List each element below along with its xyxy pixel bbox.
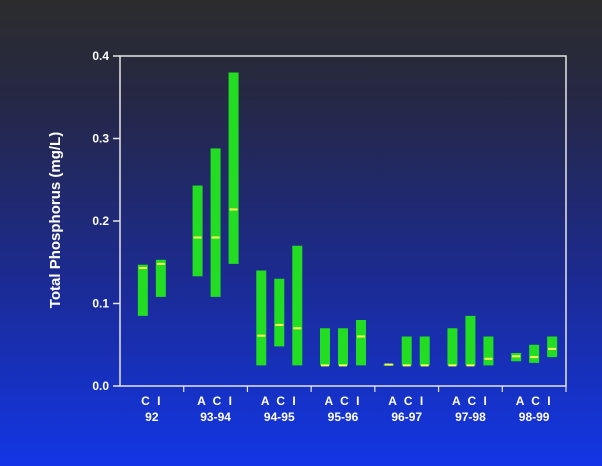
range-bar	[483, 336, 494, 366]
range-bar	[292, 245, 303, 366]
x-period-label: 96-97	[391, 410, 422, 424]
range-bar	[192, 185, 203, 277]
range-bar	[274, 278, 285, 347]
x-treatment-label: A C I	[452, 394, 489, 408]
x-period-label: 95-96	[328, 410, 359, 424]
range-bar	[547, 336, 558, 358]
y-tick-label: 0.0	[92, 379, 109, 393]
x-period-label: 98-99	[519, 410, 550, 424]
range-bar	[447, 328, 458, 366]
y-axis-title: Total Phosphorus (mg/L)	[47, 132, 64, 308]
range-bar	[210, 148, 221, 297]
x-treatment-label: A C I	[325, 394, 362, 408]
range-bar	[401, 336, 412, 366]
range-bar	[137, 264, 148, 316]
x-treatment-label: A C I	[261, 394, 298, 408]
range-bar	[155, 259, 166, 297]
x-period-label: 97-98	[455, 410, 486, 424]
range-bar	[320, 328, 330, 366]
range-bar	[529, 344, 540, 363]
x-period-label: 93-94	[200, 410, 231, 424]
range-bar	[256, 270, 267, 366]
x-treatment-label: A C I	[197, 394, 234, 408]
range-bar	[356, 320, 366, 366]
x-period-label: 92	[145, 410, 159, 424]
x-treatment-label: C I	[141, 394, 162, 408]
y-tick-label: 0.4	[92, 49, 109, 63]
range-bar	[228, 72, 239, 264]
x-treatment-label: A C I	[516, 394, 553, 408]
y-tick-label: 0.3	[92, 132, 109, 146]
range-bar	[419, 336, 430, 366]
y-tick-label: 0.1	[92, 297, 109, 311]
range-bar	[338, 328, 348, 366]
y-tick-label: 0.2	[92, 214, 109, 228]
x-period-label: 94-95	[264, 410, 295, 424]
range-bar	[465, 315, 476, 366]
x-treatment-label: A C I	[388, 394, 425, 408]
